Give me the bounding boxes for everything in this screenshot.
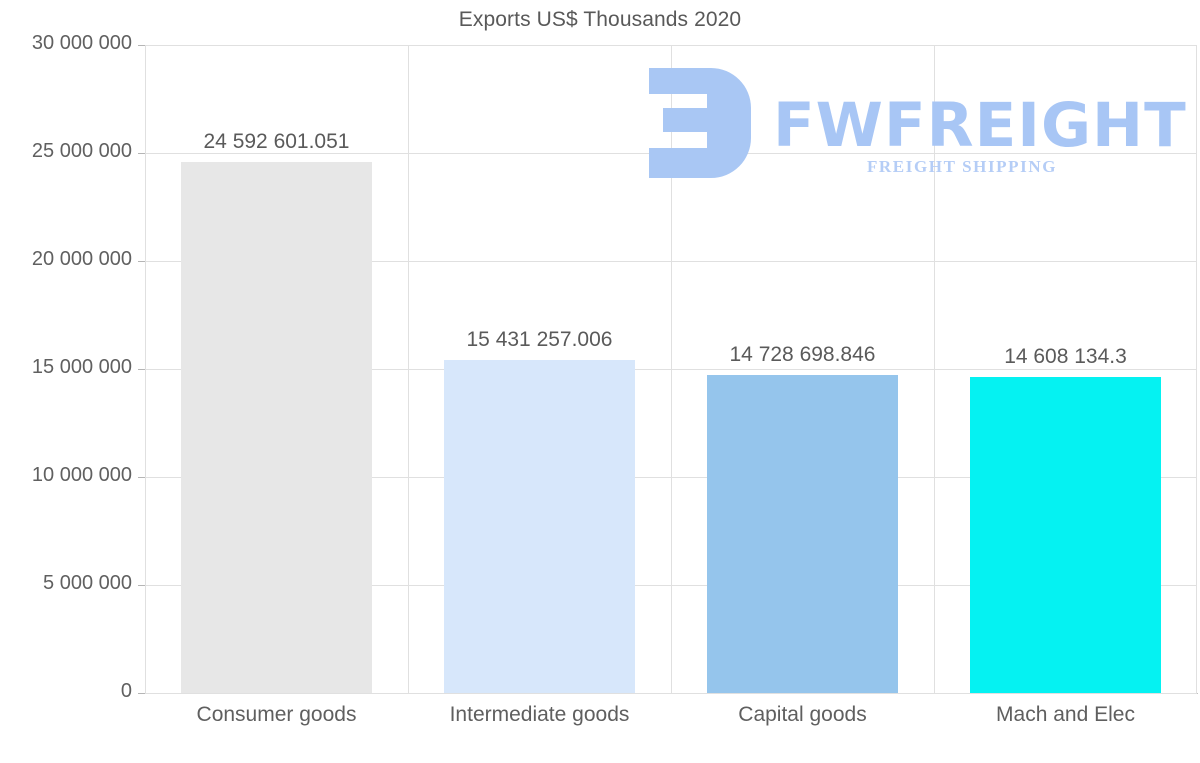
y-axis-tick-label: 0 bbox=[120, 680, 132, 702]
y-axis-tick-mark bbox=[138, 585, 145, 586]
gridline-horizontal bbox=[145, 693, 1197, 694]
gridline-vertical bbox=[1196, 45, 1197, 693]
y-axis-tick-mark bbox=[138, 369, 145, 370]
y-axis-tick-label: 5 000 000 bbox=[43, 572, 132, 594]
bar[interactable] bbox=[181, 161, 372, 693]
gridline-vertical bbox=[934, 45, 935, 693]
x-axis-tick-label: Capital goods bbox=[738, 703, 867, 726]
bar-value-label: 24 592 601.051 bbox=[203, 129, 350, 153]
x-axis-tick-label: Intermediate goods bbox=[449, 703, 630, 726]
bar[interactable] bbox=[707, 374, 898, 693]
y-axis-tick-label: 25 000 000 bbox=[31, 140, 132, 162]
bar-value-label: 15 431 257.006 bbox=[466, 327, 613, 351]
plot-area bbox=[145, 45, 1197, 694]
gridline-vertical bbox=[408, 45, 409, 693]
bar-value-label: 14 608 134.3 bbox=[1004, 345, 1127, 369]
y-axis-tick-mark bbox=[138, 153, 145, 154]
bar[interactable] bbox=[444, 359, 635, 693]
gridline-vertical bbox=[671, 45, 672, 693]
y-axis-tick-mark bbox=[138, 477, 145, 478]
x-axis-tick-label: Consumer goods bbox=[196, 703, 357, 726]
y-axis-tick-mark bbox=[138, 693, 145, 694]
bar-value-label: 14 728 698.846 bbox=[729, 342, 876, 366]
chart-title: Exports US$ Thousands 2020 bbox=[458, 8, 742, 31]
y-axis-tick-mark bbox=[138, 45, 145, 46]
y-axis-tick-label: 10 000 000 bbox=[31, 464, 132, 486]
y-axis-tick-label: 15 000 000 bbox=[31, 356, 132, 378]
bar[interactable] bbox=[970, 377, 1161, 693]
x-axis-tick-label: Mach and Elec bbox=[996, 703, 1135, 726]
gridline-vertical bbox=[145, 45, 146, 693]
y-axis-tick-label: 20 000 000 bbox=[31, 248, 132, 270]
y-axis-tick-mark bbox=[138, 261, 145, 262]
y-axis-tick-label: 30 000 000 bbox=[31, 32, 132, 54]
